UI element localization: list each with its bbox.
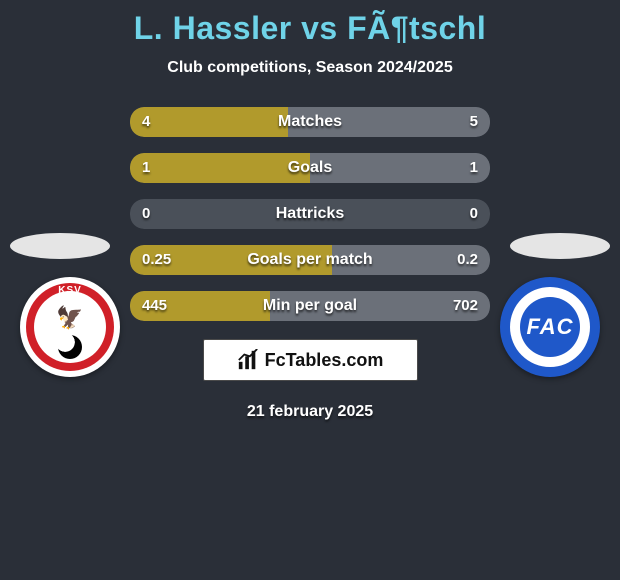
right-badge-text: FAC (500, 314, 600, 340)
stat-row: 00Hattricks (130, 199, 490, 229)
stat-row: 0.250.2Goals per match (130, 245, 490, 275)
soccer-ball-icon (58, 335, 82, 359)
subtitle: Club competitions, Season 2024/2025 (0, 59, 620, 77)
page-title: L. Hassler vs FÃ¶tschl (0, 0, 620, 47)
branding-box: FcTables.com (203, 339, 418, 381)
stat-label: Min per goal (130, 291, 490, 321)
stat-label: Goals (130, 153, 490, 183)
left-ellipse-decoration (10, 233, 110, 259)
stat-row: 445702Min per goal (130, 291, 490, 321)
right-ellipse-decoration (510, 233, 610, 259)
branding-text: FcTables.com (265, 350, 384, 371)
stat-label: Goals per match (130, 245, 490, 275)
stat-label: Matches (130, 107, 490, 137)
right-club-badge: FAC (500, 277, 600, 377)
left-club-badge: KSV 🦅 (20, 277, 120, 377)
stat-label: Hattricks (130, 199, 490, 229)
date-label: 21 february 2025 (0, 403, 620, 421)
bar-chart-icon (237, 349, 259, 371)
comparison-container: KSV 🦅 FAC 45Matches 11Goals 00Hattricks 0.2… (0, 107, 620, 421)
stat-row: 45Matches (130, 107, 490, 137)
stat-row: 11Goals (130, 153, 490, 183)
stat-bars: 45Matches 11Goals 00Hattricks 0.250.2Goals … (130, 107, 490, 321)
left-badge-text: KSV (20, 285, 120, 296)
eagle-icon: 🦅 (20, 305, 120, 331)
